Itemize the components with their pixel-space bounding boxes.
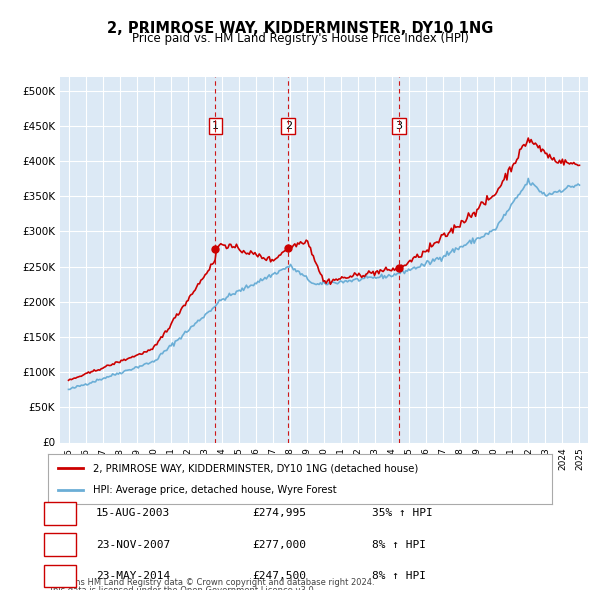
Text: 35% ↑ HPI: 35% ↑ HPI — [372, 509, 433, 518]
Text: 8% ↑ HPI: 8% ↑ HPI — [372, 571, 426, 581]
Text: 15-AUG-2003: 15-AUG-2003 — [96, 509, 170, 518]
Text: 2, PRIMROSE WAY, KIDDERMINSTER, DY10 1NG (detached house): 2, PRIMROSE WAY, KIDDERMINSTER, DY10 1NG… — [94, 463, 419, 473]
Text: 23-MAY-2014: 23-MAY-2014 — [96, 571, 170, 581]
Text: 8% ↑ HPI: 8% ↑ HPI — [372, 540, 426, 549]
Text: £277,000: £277,000 — [252, 540, 306, 549]
Text: 3: 3 — [56, 571, 64, 581]
Text: 1: 1 — [56, 509, 64, 518]
Text: 2, PRIMROSE WAY, KIDDERMINSTER, DY10 1NG: 2, PRIMROSE WAY, KIDDERMINSTER, DY10 1NG — [107, 21, 493, 35]
Text: 1: 1 — [212, 121, 219, 131]
Text: This data is licensed under the Open Government Licence v3.0.: This data is licensed under the Open Gov… — [48, 586, 316, 590]
Text: Contains HM Land Registry data © Crown copyright and database right 2024.: Contains HM Land Registry data © Crown c… — [48, 578, 374, 587]
Text: £247,500: £247,500 — [252, 571, 306, 581]
Text: HPI: Average price, detached house, Wyre Forest: HPI: Average price, detached house, Wyre… — [94, 486, 337, 496]
Text: 2: 2 — [284, 121, 292, 131]
Text: 2: 2 — [56, 540, 64, 549]
Text: 23-NOV-2007: 23-NOV-2007 — [96, 540, 170, 549]
Text: Price paid vs. HM Land Registry's House Price Index (HPI): Price paid vs. HM Land Registry's House … — [131, 32, 469, 45]
Text: £274,995: £274,995 — [252, 509, 306, 518]
Text: 3: 3 — [395, 121, 402, 131]
